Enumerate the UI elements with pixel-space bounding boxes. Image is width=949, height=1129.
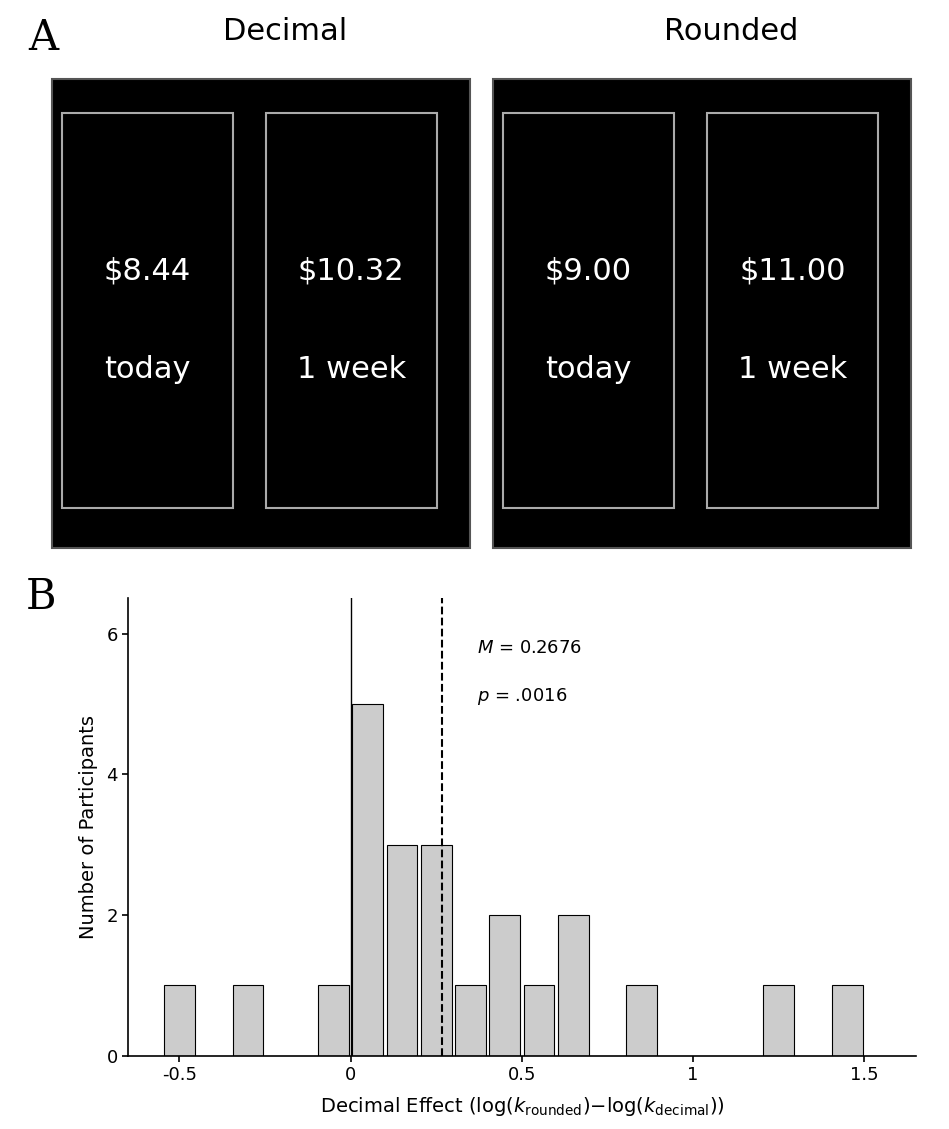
Bar bbox=[352, 703, 383, 1056]
Text: $11.00: $11.00 bbox=[739, 256, 846, 286]
FancyBboxPatch shape bbox=[62, 113, 233, 508]
Text: today: today bbox=[103, 356, 191, 384]
Text: today: today bbox=[545, 356, 632, 384]
Text: $10.32: $10.32 bbox=[298, 256, 404, 286]
Bar bbox=[626, 986, 658, 1056]
Text: $8.44: $8.44 bbox=[103, 256, 191, 286]
Text: A: A bbox=[28, 17, 59, 59]
Bar bbox=[421, 844, 452, 1056]
Bar bbox=[524, 986, 554, 1056]
Text: $\mathit{M}$ = 0.2676: $\mathit{M}$ = 0.2676 bbox=[477, 639, 583, 657]
FancyBboxPatch shape bbox=[266, 113, 437, 508]
Bar bbox=[558, 914, 588, 1056]
Bar bbox=[763, 986, 794, 1056]
Text: 1 week: 1 week bbox=[296, 356, 406, 384]
Text: $9.00: $9.00 bbox=[545, 256, 632, 286]
Bar bbox=[832, 986, 863, 1056]
X-axis label: Decimal Effect (log($k_{\mathregular{rounded}}$)$-$log($k_{\mathregular{decimal}: Decimal Effect (log($k_{\mathregular{rou… bbox=[320, 1095, 724, 1118]
Text: 1 week: 1 week bbox=[737, 356, 847, 384]
Bar bbox=[456, 986, 486, 1056]
FancyBboxPatch shape bbox=[503, 113, 674, 508]
Bar bbox=[318, 986, 349, 1056]
FancyBboxPatch shape bbox=[707, 113, 878, 508]
Bar bbox=[164, 986, 195, 1056]
FancyBboxPatch shape bbox=[52, 79, 470, 548]
Text: $\mathit{p}$ = .0016: $\mathit{p}$ = .0016 bbox=[477, 686, 568, 708]
Text: B: B bbox=[26, 576, 56, 618]
Text: Rounded: Rounded bbox=[663, 17, 798, 46]
Bar bbox=[233, 986, 264, 1056]
Y-axis label: Number of Participants: Number of Participants bbox=[79, 715, 98, 939]
FancyBboxPatch shape bbox=[493, 79, 911, 548]
Text: Decimal: Decimal bbox=[223, 17, 346, 46]
Bar bbox=[386, 844, 418, 1056]
Bar bbox=[490, 914, 520, 1056]
